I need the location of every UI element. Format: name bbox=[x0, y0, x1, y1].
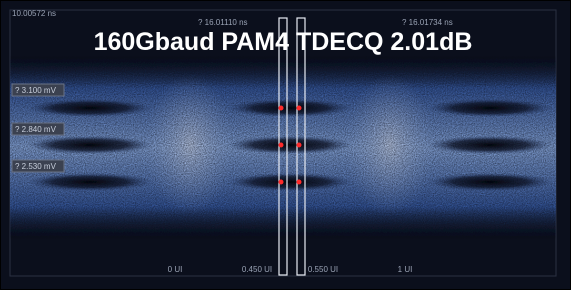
time-label: 10.00572 ns bbox=[12, 9, 56, 18]
level-label: ? 3.100 mV bbox=[15, 86, 57, 95]
scope-screen: ? 3.100 mV ? 2.840 mV ? 2.530 mV 10.0057… bbox=[0, 0, 571, 290]
ui-label: 0.450 UI bbox=[242, 265, 272, 274]
level-label: ? 2.840 mV bbox=[15, 125, 57, 134]
level-label: ? 2.530 mV bbox=[15, 162, 57, 171]
time-label: ? 16.01734 ns bbox=[402, 18, 453, 27]
eye-diagram bbox=[10, 55, 556, 240]
time-label: ? 16.01110 ns bbox=[198, 18, 248, 27]
ui-label: 0 UI bbox=[168, 265, 183, 274]
title: 160Gbaud PAM4 TDECQ 2.01dB bbox=[94, 28, 473, 56]
ui-label: 1 UI bbox=[398, 265, 413, 274]
ui-label: 0.550 UI bbox=[308, 265, 338, 274]
